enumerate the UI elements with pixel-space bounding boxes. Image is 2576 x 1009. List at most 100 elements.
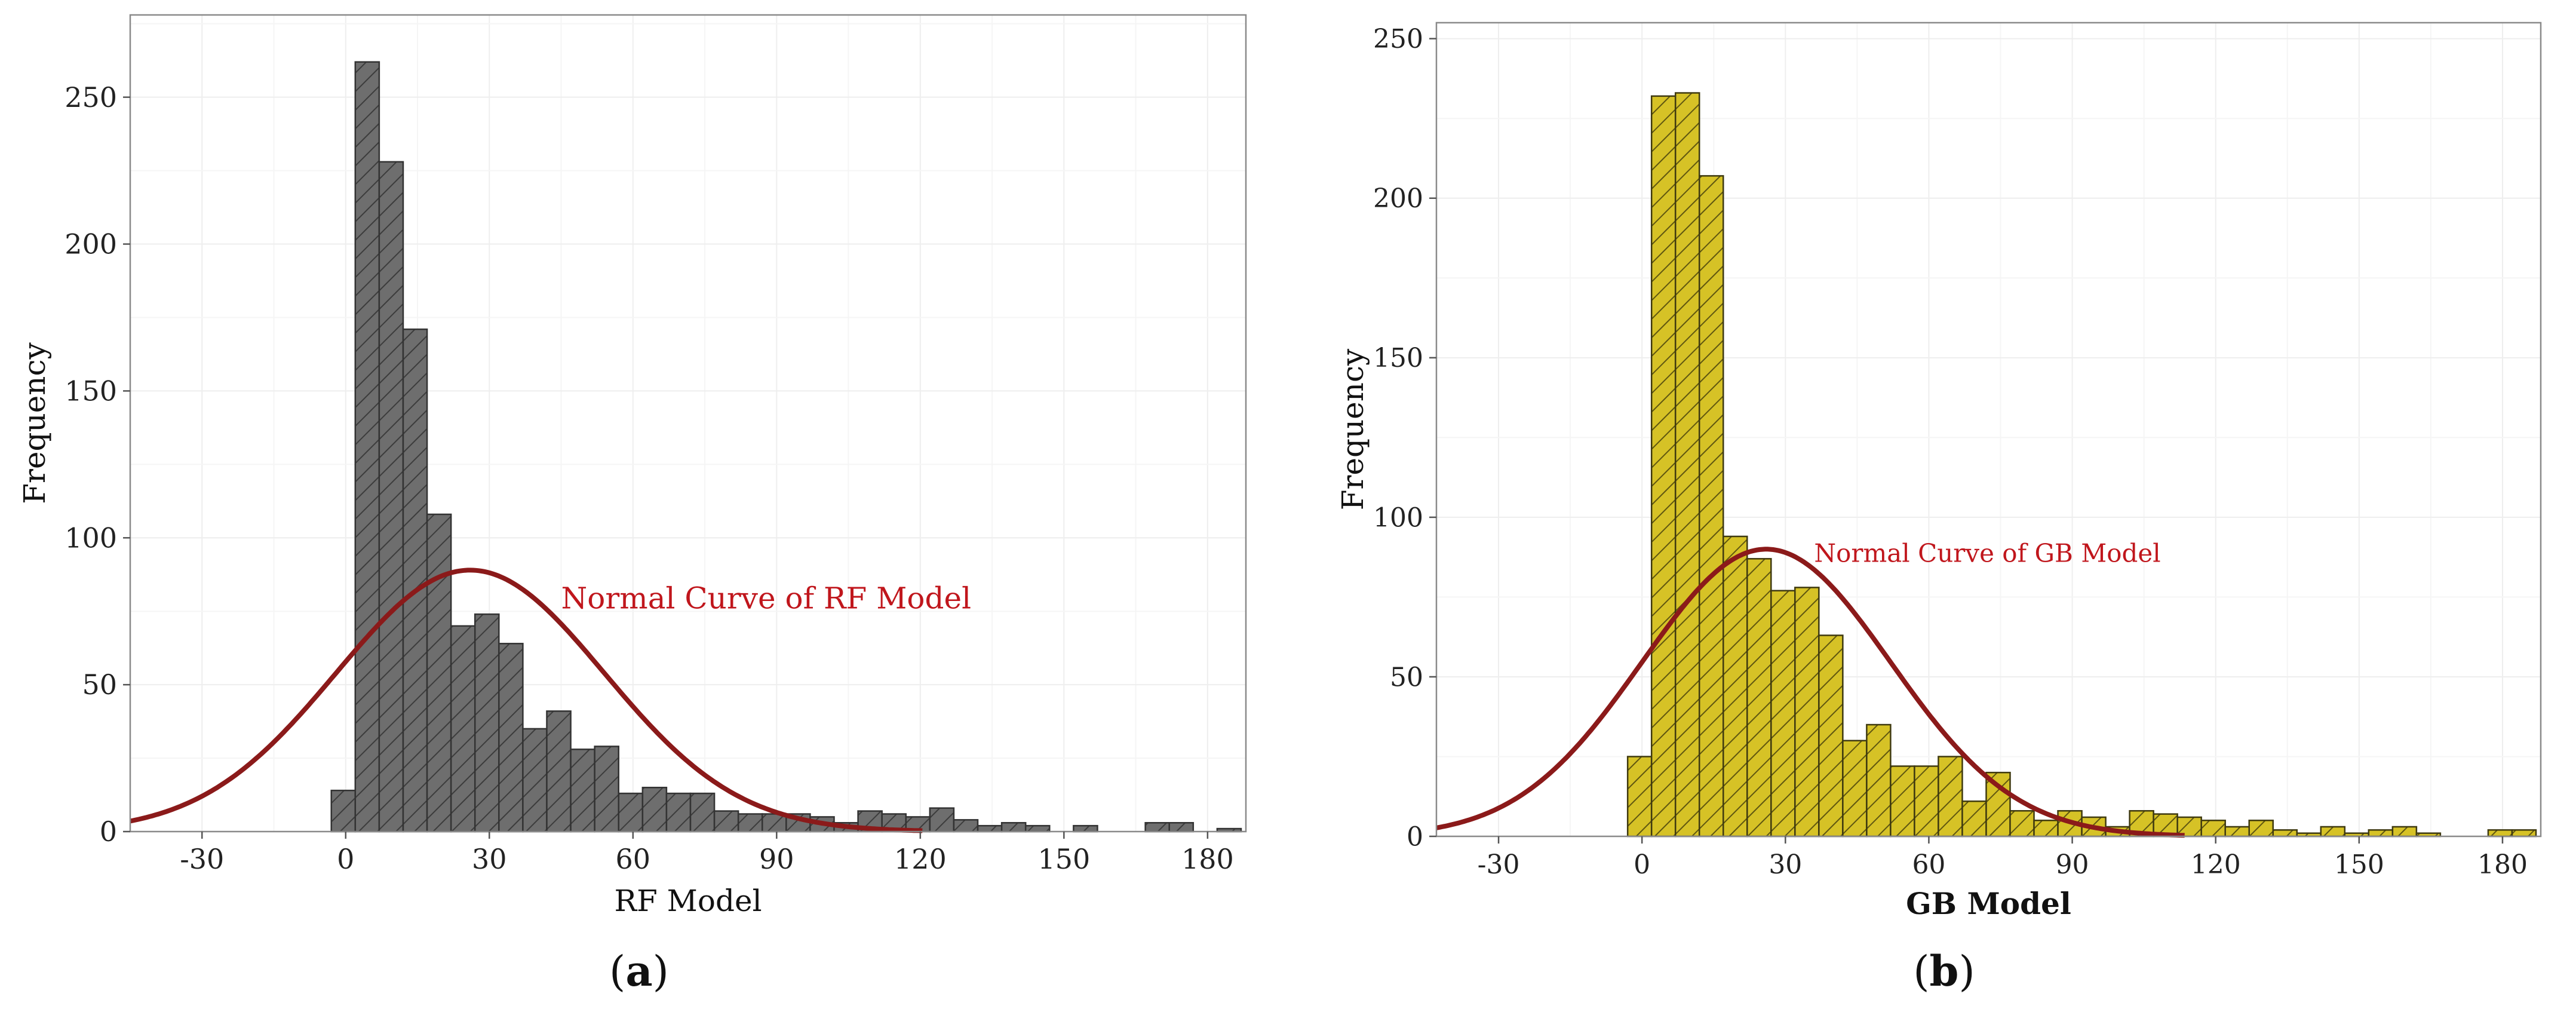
panel-b-bar-hatch-0 bbox=[1626, 756, 1653, 838]
panel-a-x-tick-label-3: 60 bbox=[616, 843, 651, 875]
panel-a-plot-frame bbox=[129, 14, 1247, 833]
panel-b-bar-1 bbox=[1650, 95, 1677, 838]
panel-b-bar-3 bbox=[1698, 175, 1724, 838]
panel-a-bar-hatch-6 bbox=[474, 613, 500, 833]
panel-b-bar-2 bbox=[1674, 92, 1700, 838]
panel-a-bar-28 bbox=[1000, 821, 1027, 833]
panel-b-bar-5 bbox=[1746, 558, 1772, 838]
panel-a-x-axis-title: RF Model bbox=[614, 884, 762, 918]
panel-a-bar-hatch-28 bbox=[1000, 821, 1027, 833]
panel-a-bar-1 bbox=[354, 61, 380, 833]
panel-b-bar-16 bbox=[2009, 810, 2035, 838]
panel-a-bar-hatch-29 bbox=[1024, 824, 1051, 833]
panel-b-bar-hatch-8 bbox=[1818, 634, 1844, 838]
panel-a-x-tick-label-4: 90 bbox=[759, 843, 794, 875]
panel-a-y-tick-label-0: 0 bbox=[100, 815, 117, 848]
panel-b-bar-4 bbox=[1723, 535, 1748, 838]
panel-a-bar-16 bbox=[713, 810, 739, 833]
panel-b-bar-hatch-16 bbox=[2009, 810, 2035, 838]
panel-b-bar-hatch-31 bbox=[2368, 829, 2394, 838]
panel-b-normal-curve bbox=[1436, 547, 2185, 838]
panel-a-bar-hatch-12 bbox=[618, 792, 644, 833]
panel-a-bar-hatch-9 bbox=[546, 710, 572, 833]
panel-b-bar-36 bbox=[2487, 829, 2513, 838]
panel-b-y-tick-label-1: 50 bbox=[1390, 662, 1423, 692]
panel-b-bar-27 bbox=[2272, 829, 2298, 838]
panel-a-normal-curve bbox=[130, 568, 923, 833]
panel-a-bar-13 bbox=[641, 786, 668, 833]
panel-a-bar-10 bbox=[570, 749, 595, 833]
panel-a-bar-31 bbox=[1073, 824, 1098, 833]
panel-a-bar-5 bbox=[450, 625, 476, 833]
panel-a-bar-hatch-17 bbox=[737, 813, 763, 833]
panel-b-bar-hatch-4 bbox=[1723, 535, 1748, 838]
panel-b-bar-hatch-14 bbox=[1961, 800, 1987, 838]
panel-a-bar-hatch-16 bbox=[713, 810, 739, 833]
panel-b-bar-13 bbox=[1938, 756, 1963, 838]
panel-a-y-tick-label-2: 100 bbox=[65, 522, 117, 554]
panel-b-bar-9 bbox=[1842, 740, 1868, 838]
panel-b-curve-label: Normal Curve of GB Model bbox=[1814, 539, 2160, 568]
panel-b-y-tick-label-3: 150 bbox=[1373, 343, 1423, 373]
panel-b-bar-hatch-7 bbox=[1794, 587, 1820, 838]
panel-a-y-axis-title: Frequency bbox=[17, 342, 52, 504]
panel-a-x-tick-label-7: 180 bbox=[1181, 843, 1234, 875]
panel-a-bar-34 bbox=[1144, 821, 1170, 833]
panel-a-bar-hatch-13 bbox=[641, 786, 668, 833]
panel-a-bar-3 bbox=[402, 328, 428, 833]
panel-a-bar-14 bbox=[665, 792, 692, 833]
panel-a-x-tick-label-5: 120 bbox=[894, 843, 947, 875]
panel-b-bar-17 bbox=[2033, 820, 2059, 838]
panel-b-bar-14 bbox=[1961, 800, 1987, 838]
panel-a-bar-35 bbox=[1168, 821, 1195, 833]
panel-b-bar-hatch-12 bbox=[1914, 765, 1939, 838]
panel-b-bar-32 bbox=[2391, 826, 2418, 838]
panel-b-y-tick-label-5: 250 bbox=[1373, 24, 1423, 54]
panel-b-bar-hatch-6 bbox=[1770, 590, 1796, 838]
panel-b-bar-hatch-17 bbox=[2033, 820, 2059, 838]
panel-b-bar-12 bbox=[1914, 765, 1939, 838]
panel-a-x-tick-label-2: 30 bbox=[472, 843, 507, 875]
panel-b-bar-hatch-36 bbox=[2487, 829, 2513, 838]
panel-a-x-ticks: -30 0 30 60 90 120 150 180 bbox=[180, 832, 1234, 875]
panel-a-curve-label: Normal Curve of RF Model bbox=[561, 581, 972, 615]
panel-b-bar-hatch-37 bbox=[2511, 829, 2537, 838]
panel-b-y-tick-label-0: 0 bbox=[1407, 821, 1423, 852]
panel-b-bar-hatch-1 bbox=[1650, 95, 1677, 838]
panel-b-bar-0 bbox=[1626, 756, 1653, 838]
panel-a-bar-6 bbox=[474, 613, 500, 833]
panel-a-bar-29 bbox=[1024, 824, 1051, 833]
panel-b-x-tick-label-6: 150 bbox=[2334, 849, 2384, 880]
panel-a-histogram: Normal Curve of RF Model -30 0 30 60 90 120 15… bbox=[17, 14, 1247, 996]
panel-a-bar-hatch-26 bbox=[953, 819, 979, 833]
panel-a-bar-hatch-31 bbox=[1073, 824, 1098, 833]
panel-b-bar-hatch-32 bbox=[2391, 826, 2418, 838]
panel-b-bar-31 bbox=[2368, 829, 2394, 838]
panel-b-bar-25 bbox=[2224, 826, 2250, 838]
panel-b-x-tick-label-4: 90 bbox=[2056, 849, 2089, 880]
panel-a-bar-15 bbox=[689, 792, 716, 833]
panel-a-caption: (a) bbox=[609, 946, 669, 996]
panel-a-bar-4 bbox=[426, 513, 452, 833]
panel-a-bar-26 bbox=[953, 819, 979, 833]
panel-a-bar-hatch-7 bbox=[498, 643, 524, 833]
panel-a-bar-hatch-27 bbox=[977, 824, 1003, 833]
panel-b-bar-7 bbox=[1794, 587, 1820, 838]
panel-b-bar-11 bbox=[1890, 765, 1915, 838]
panel-a-bars bbox=[330, 61, 1242, 833]
panel-a-bar-hatch-14 bbox=[665, 792, 692, 833]
panel-b-caption-letter: b bbox=[1930, 946, 1959, 996]
panel-b-y-ticks: 0 50 100 150 200 250 bbox=[1373, 24, 1436, 852]
panel-b-bar-6 bbox=[1770, 590, 1796, 838]
panel-b-bar-37 bbox=[2511, 829, 2537, 838]
panel-b-bar-hatch-29 bbox=[2320, 826, 2346, 838]
panel-b-bar-hatch-25 bbox=[2224, 826, 2250, 838]
panel-a-bar-hatch-34 bbox=[1144, 821, 1170, 833]
panel-b-x-axis-title: GB Model bbox=[1906, 886, 2071, 921]
panel-a-bar-hatch-3 bbox=[402, 328, 428, 833]
panel-a-bar-hatch-10 bbox=[570, 749, 595, 833]
panel-a-bar-17 bbox=[737, 813, 763, 833]
panel-b-bar-hatch-11 bbox=[1890, 765, 1915, 838]
panel-a-bar-hatch-8 bbox=[522, 728, 548, 833]
panel-b-y-axis-title: Frequency bbox=[1335, 348, 1370, 510]
